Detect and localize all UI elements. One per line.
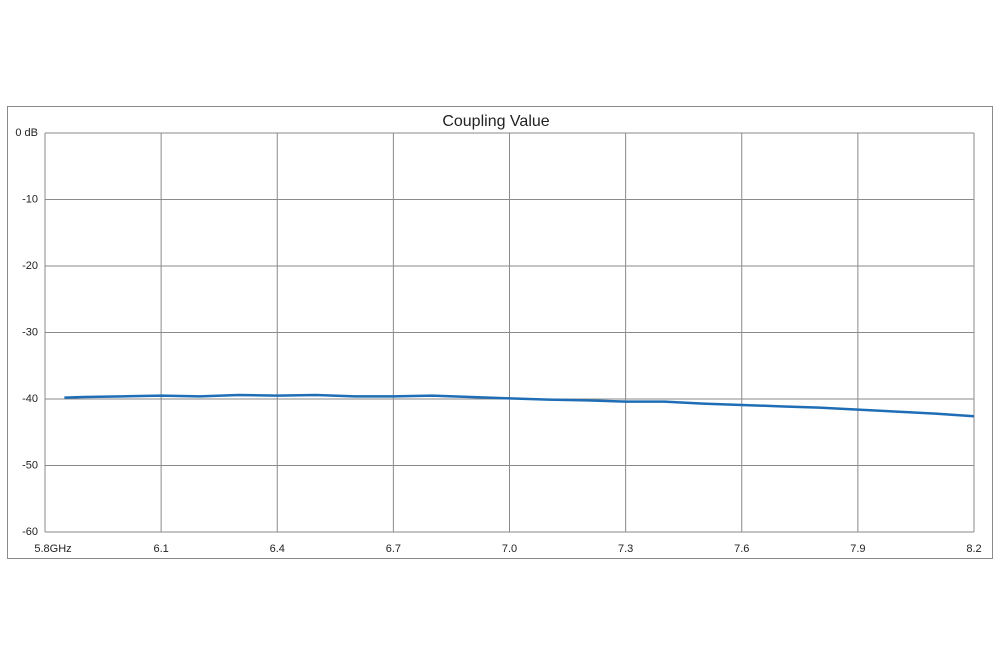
y-tick-label: -60 xyxy=(22,526,38,538)
y-tick-label: -10 xyxy=(22,193,38,205)
y-tick-label: -30 xyxy=(22,326,38,338)
x-tick-label: 6.1 xyxy=(153,543,168,555)
data-line xyxy=(64,393,975,418)
x-tick-label: 7.3 xyxy=(618,543,633,555)
x-tick-label: 7.9 xyxy=(850,543,865,555)
x-tick-label: 8.2 xyxy=(966,543,981,555)
x-tick-label: 6.4 xyxy=(270,543,285,555)
y-tick-label: 0 dB xyxy=(15,127,38,139)
y-tick-label: -20 xyxy=(22,260,38,272)
chart-title: Coupling Value xyxy=(442,113,549,130)
y-tick-label: -50 xyxy=(22,459,38,471)
x-tick-label: 6.7 xyxy=(386,543,401,555)
x-tick-label: 7.0 xyxy=(502,543,517,555)
x-tick-label: 5.8GHz xyxy=(34,543,71,555)
x-tick-label: 7.6 xyxy=(734,543,749,555)
y-tick-label: -40 xyxy=(22,393,38,405)
